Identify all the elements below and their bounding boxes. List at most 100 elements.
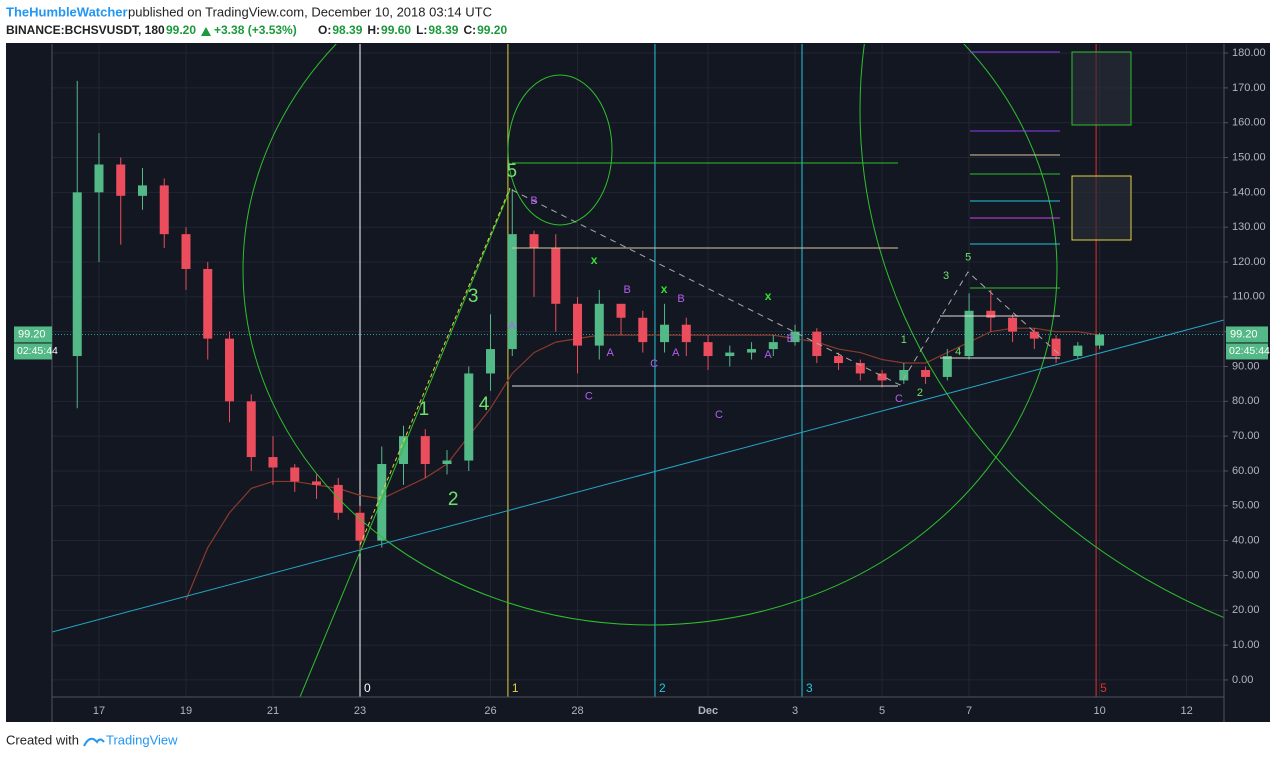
wave-label: x	[591, 253, 598, 267]
y-tick-label: 60.00	[1232, 465, 1260, 477]
trendline	[359, 187, 511, 546]
x-tick-label: 7	[966, 705, 972, 717]
y-tick-label: 140.00	[1232, 186, 1266, 198]
y-tick-label: 10.00	[1232, 639, 1260, 651]
cycle-label: 2	[659, 681, 666, 695]
candle-body	[420, 436, 430, 465]
x-tick-label: 26	[484, 705, 496, 717]
price-tag	[1226, 326, 1268, 343]
cycle-label: 1	[512, 681, 519, 695]
ohlc-value: 98.39	[332, 23, 362, 37]
candle-body	[224, 338, 234, 402]
price-tag-label: 99.20	[1230, 328, 1258, 340]
ohlc-label: C:	[463, 23, 476, 37]
y-tick-label: 130.00	[1232, 221, 1266, 233]
y-tick-label: 80.00	[1232, 395, 1260, 407]
y-tick-label: 150.00	[1232, 151, 1266, 163]
wave-label: C	[895, 393, 903, 405]
x-tick-label: 10	[1093, 705, 1105, 717]
wave-label: x	[661, 282, 668, 296]
candle-body	[616, 303, 626, 318]
change: +3.38 (+3.53%)	[214, 23, 297, 37]
box	[1071, 51, 1132, 126]
wave-label: B	[623, 284, 630, 296]
countdown-label: 02:45:44	[17, 345, 58, 357]
chart-bg	[6, 43, 1270, 722]
y-tick-label: 110.00	[1232, 291, 1265, 303]
box	[1071, 175, 1132, 241]
x-tick-label: 3	[792, 705, 798, 717]
candle-body	[964, 310, 974, 357]
fib-circle	[242, 44, 1058, 626]
candle-body	[399, 436, 409, 465]
candle-body	[790, 331, 800, 343]
candle-body	[703, 342, 713, 357]
wave-label: 2	[448, 489, 459, 510]
symbol: BINANCE:BCHSVUSDT, 180	[6, 23, 165, 37]
candle-body	[942, 356, 952, 377]
wave-label: B	[677, 293, 684, 305]
y-tick-label: 90.00	[1232, 360, 1260, 372]
candle-body	[268, 457, 278, 468]
x-tick-label: 12	[1180, 705, 1192, 717]
wave-label: 1	[419, 399, 430, 420]
y-tick-label: 0.00	[1232, 674, 1253, 686]
candle-body	[594, 303, 604, 346]
brand[interactable]: TradingView	[106, 732, 178, 747]
y-tick-label: 30.00	[1232, 569, 1260, 581]
price-tag-label: 99.20	[18, 328, 46, 340]
candle-body	[1029, 331, 1039, 339]
candle-body	[355, 512, 365, 541]
wave-label: 4	[479, 394, 490, 415]
price-tag	[14, 326, 52, 343]
candle-body	[137, 185, 147, 196]
candle-body	[638, 317, 648, 343]
ohlc-label: L:	[416, 23, 427, 37]
y-tick-label: 120.00	[1232, 256, 1266, 268]
candle-body	[442, 460, 452, 465]
author[interactable]: TheHumbleWatcher	[6, 4, 128, 19]
wave-label: B	[787, 333, 794, 345]
candle-body	[464, 373, 474, 461]
candle-body	[877, 373, 887, 381]
wave-label: 2	[917, 387, 923, 399]
fib-circle	[859, 44, 1224, 619]
overlay: 0 1 2 3 5 1 2 3 4 5 1 2 3 4 5 B A B A C B C A C B A Cx x x	[364, 161, 1107, 695]
candle-body	[573, 303, 583, 346]
candle-body	[529, 234, 539, 249]
candle-body	[312, 481, 322, 485]
cycle-label: 3	[806, 681, 813, 695]
countdown-label: 02:45:44	[1229, 345, 1270, 357]
candle-body	[768, 342, 778, 350]
candle-body	[290, 467, 300, 482]
wave-label: C	[715, 409, 723, 421]
wave-path	[511, 189, 1061, 386]
candle-body	[921, 369, 931, 377]
candle-body	[246, 401, 256, 458]
y-tick-label: 20.00	[1232, 604, 1260, 616]
drawings	[52, 44, 1224, 697]
x-tick-label: 17	[93, 705, 105, 717]
candle-body	[507, 234, 517, 350]
candle-body	[551, 248, 561, 304]
price: 99.20	[166, 23, 196, 37]
y-tick-label: 170.00	[1232, 82, 1266, 94]
ohlc-value: 99.60	[381, 23, 411, 37]
wave-label: A	[764, 349, 772, 361]
candle-body	[747, 349, 757, 353]
candle-body	[834, 356, 844, 364]
wave-label: A	[672, 347, 680, 359]
x-tick-label: 28	[571, 705, 583, 717]
y-tick-label: 50.00	[1232, 500, 1260, 512]
wave-label: A	[508, 320, 516, 332]
x-tick-label: Dec	[698, 705, 718, 717]
candle-body	[203, 268, 213, 339]
candle-body	[181, 234, 191, 269]
countdown-tag	[14, 343, 52, 360]
candle-body	[986, 310, 996, 318]
ohlc-label: O:	[318, 23, 331, 37]
countdown-tag	[1226, 343, 1268, 360]
cycle-label: 0	[364, 681, 371, 695]
